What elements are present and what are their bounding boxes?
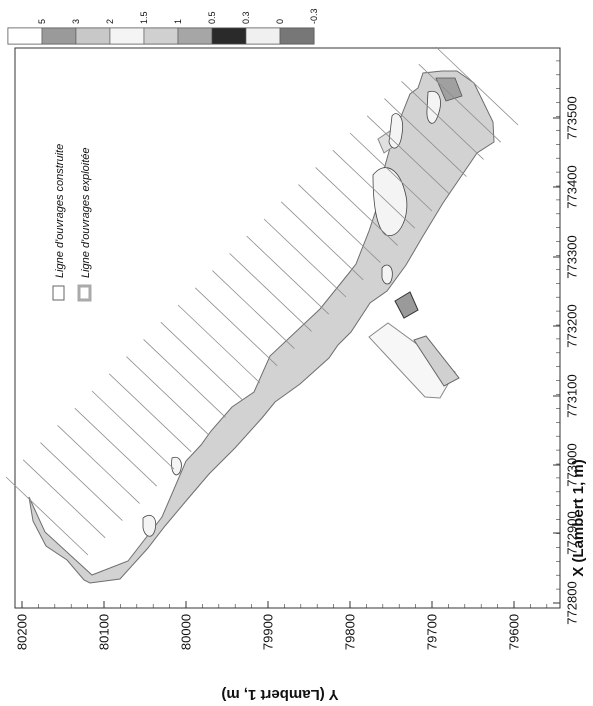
legend-swatch xyxy=(7,27,43,45)
x-tick-label: 773100 xyxy=(565,374,580,417)
x-tick-label: 773000 xyxy=(565,443,580,486)
exploited-line-label: Ligne d'ouvrages exploitée xyxy=(80,147,92,278)
legend-swatch xyxy=(143,27,179,45)
legend-swatch xyxy=(41,27,77,45)
x-tick-label: 772900 xyxy=(565,511,580,554)
x-tick-label: 773200 xyxy=(565,304,580,347)
x-axis-ticks: 772800 772900 773000 773100 773200 773300 7734… xyxy=(553,60,580,625)
x-axis-title: X (Lambert 1, m) xyxy=(570,459,587,577)
workings-key: Ligne d'ouvrages construite Ligne d'ouvr… xyxy=(52,144,92,302)
small-exploited-panel xyxy=(413,335,460,387)
y-tick-label: 80000 xyxy=(179,614,194,650)
y-axis-title: Y (Lambert 1, m) xyxy=(221,686,338,703)
y-tick-label: 79700 xyxy=(425,614,440,650)
color-scale-legend: 5 3 2 1.5 1 0.5 0.3 0 -0.3 xyxy=(7,8,319,45)
legend-label: 0.5 xyxy=(207,11,217,24)
y-tick-label: 80100 xyxy=(97,614,112,650)
isolated-pillar-block xyxy=(394,291,419,319)
legend-label: 0.3 xyxy=(241,11,251,24)
legend-swatch xyxy=(75,27,111,45)
y-tick-label: 79600 xyxy=(507,614,522,650)
legend-label: -0.3 xyxy=(309,8,319,24)
y-tick-label: 79900 xyxy=(261,614,276,650)
y-tick-label: 79800 xyxy=(343,614,358,650)
legend-label: 0 xyxy=(275,19,285,24)
x-tick-label: 773400 xyxy=(565,165,580,208)
legend-swatch xyxy=(211,27,247,45)
legend-swatch xyxy=(177,27,213,45)
pillar-rows xyxy=(5,46,519,556)
legend-label: 1.5 xyxy=(139,11,149,24)
legend-swatch xyxy=(279,27,315,45)
exploited-panel xyxy=(28,70,495,584)
legend-label: 5 xyxy=(37,19,47,24)
y-axis-ticks: 80200 80100 80000 79900 79800 79700 79600 xyxy=(15,601,548,650)
legend-label: 3 xyxy=(71,19,81,24)
built-line-swatch xyxy=(52,285,65,301)
built-line-label: Ligne d'ouvrages construite xyxy=(54,144,66,278)
x-tick-label: 772800 xyxy=(565,581,580,624)
legend-label: 2 xyxy=(105,19,115,24)
legend-swatch xyxy=(245,27,281,45)
built-line-block xyxy=(368,322,456,399)
exploited-line-swatch xyxy=(77,284,92,302)
low-value-zones xyxy=(142,77,463,537)
legend-swatch xyxy=(109,27,145,45)
y-tick-label: 80200 xyxy=(15,614,30,650)
x-tick-label: 773500 xyxy=(565,96,580,139)
legend-label: 1 xyxy=(173,19,183,24)
x-tick-label: 773300 xyxy=(565,235,580,278)
dark-zone xyxy=(435,77,463,102)
